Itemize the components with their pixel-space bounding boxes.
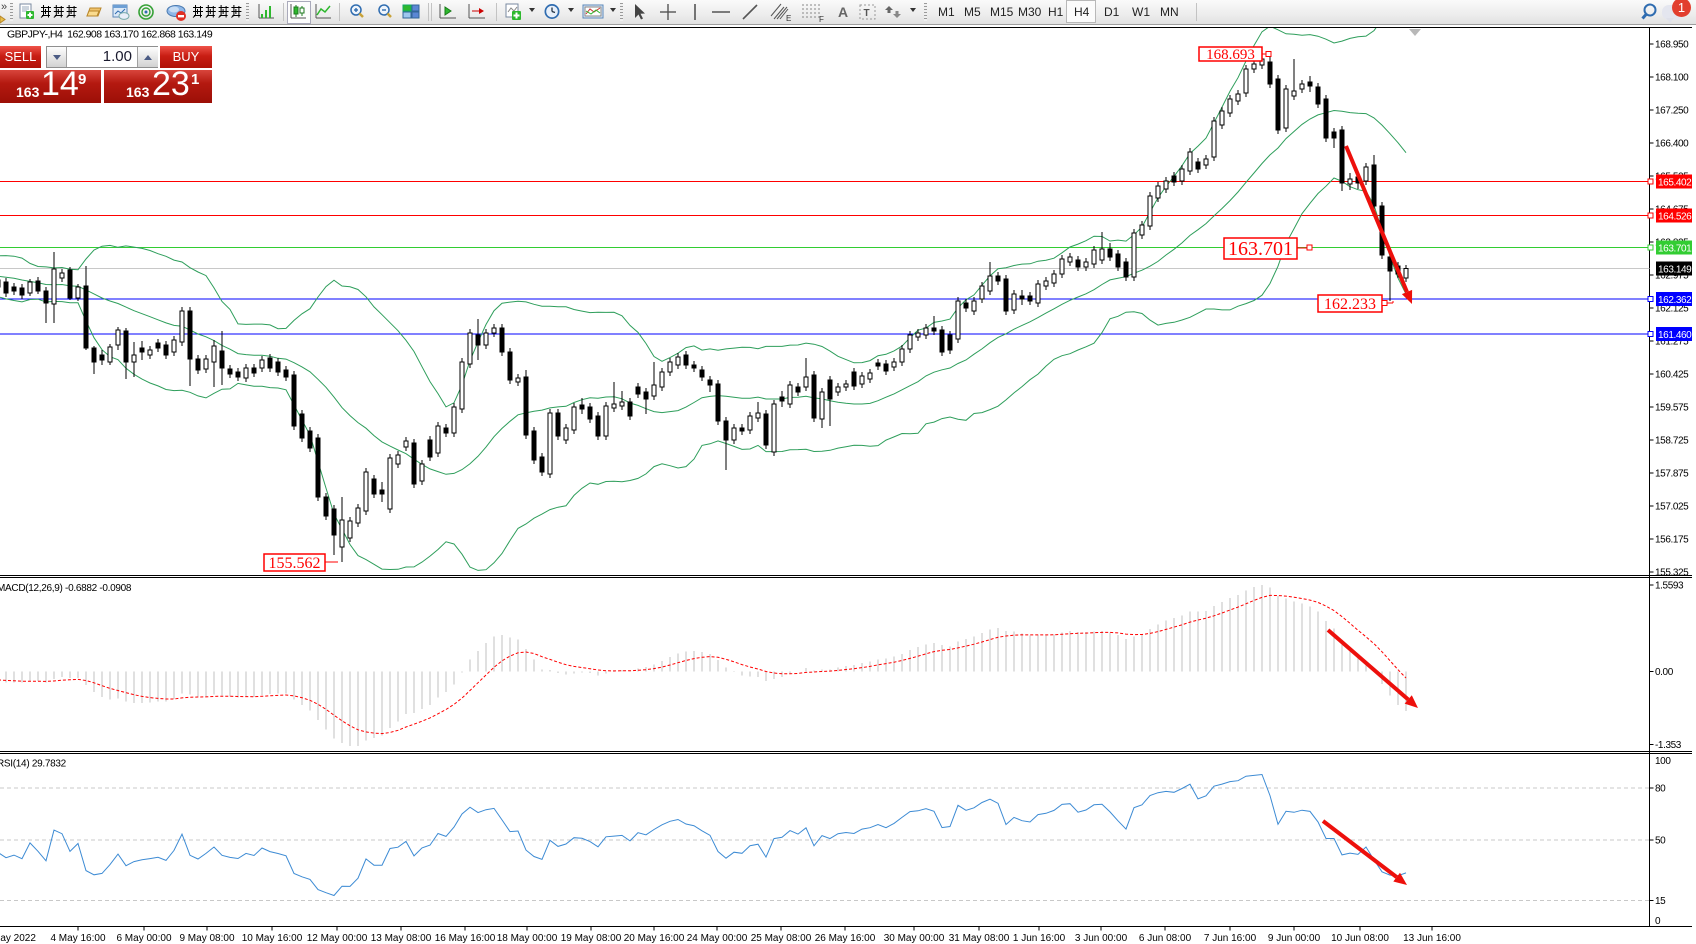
svg-text:168.693: 168.693 <box>1206 47 1255 63</box>
svg-text:16 May 16:00: 16 May 16:00 <box>435 933 496 944</box>
svg-text:19 May 08:00: 19 May 08:00 <box>561 933 622 944</box>
svg-text:160.425: 160.425 <box>1655 370 1689 381</box>
svg-text:155.562: 155.562 <box>269 555 321 572</box>
svg-text:18 May 00:00: 18 May 00:00 <box>497 933 558 944</box>
svg-text:161.460: 161.460 <box>1658 330 1692 341</box>
svg-text:162.975: 162.975 <box>1655 270 1689 281</box>
svg-text:10 Jun 08:00: 10 Jun 08:00 <box>1331 933 1389 944</box>
svg-text:163.701: 163.701 <box>1228 238 1293 260</box>
svg-text:20 May 16:00: 20 May 16:00 <box>624 933 685 944</box>
svg-text:31 May 08:00: 31 May 08:00 <box>949 933 1010 944</box>
svg-text:MACD(12,26,9) -0.6882 -0.0908: MACD(12,26,9) -0.6882 -0.0908 <box>0 583 132 594</box>
svg-text:156.175: 156.175 <box>1655 535 1689 546</box>
svg-text:4 May 16:00: 4 May 16:00 <box>50 933 105 944</box>
svg-text:50: 50 <box>1655 836 1666 847</box>
svg-text:80: 80 <box>1655 784 1666 795</box>
svg-text:1 Jun 16:00: 1 Jun 16:00 <box>1013 933 1066 944</box>
svg-text:RSI(14) 29.7832: RSI(14) 29.7832 <box>0 759 67 770</box>
svg-text:165.402: 165.402 <box>1658 177 1692 188</box>
svg-text:168.100: 168.100 <box>1655 72 1689 83</box>
svg-text:162.233: 162.233 <box>1324 296 1376 313</box>
svg-text:7 Jun 16:00: 7 Jun 16:00 <box>1204 933 1257 944</box>
svg-text:GBPJPY-,H4 162.908 163.170 16: GBPJPY-,H4 162.908 163.170 162.868 163.1… <box>7 29 213 41</box>
svg-text:6 Jun 08:00: 6 Jun 08:00 <box>1139 933 1192 944</box>
svg-text:25 May 08:00: 25 May 08:00 <box>751 933 812 944</box>
svg-text:158.725: 158.725 <box>1655 436 1689 447</box>
svg-text:155.325: 155.325 <box>1655 568 1689 579</box>
svg-text:161.275: 161.275 <box>1655 337 1689 348</box>
svg-text:167.250: 167.250 <box>1655 105 1689 116</box>
svg-text:10 May 16:00: 10 May 16:00 <box>242 933 303 944</box>
svg-text:163.149: 163.149 <box>1658 265 1692 276</box>
svg-text:-1.353: -1.353 <box>1655 740 1682 751</box>
svg-text:30 May 00:00: 30 May 00:00 <box>884 933 945 944</box>
svg-text:12 May 00:00: 12 May 00:00 <box>307 933 368 944</box>
svg-text:E: E <box>786 14 791 23</box>
svg-text:13 Jun 16:00: 13 Jun 16:00 <box>1403 933 1461 944</box>
svg-text:162.362: 162.362 <box>1658 295 1692 306</box>
svg-text:162.125: 162.125 <box>1655 304 1689 315</box>
svg-text:24 May 00:00: 24 May 00:00 <box>687 933 748 944</box>
svg-text:3 Jun 00:00: 3 Jun 00:00 <box>1075 933 1128 944</box>
svg-text:6 May 00:00: 6 May 00:00 <box>116 933 171 944</box>
svg-text:157.875: 157.875 <box>1655 469 1689 480</box>
svg-text:26 May 16:00: 26 May 16:00 <box>815 933 876 944</box>
svg-text:159.575: 159.575 <box>1655 403 1689 414</box>
svg-text:166.400: 166.400 <box>1655 138 1689 149</box>
svg-text:168.950: 168.950 <box>1655 39 1689 50</box>
svg-text:1.5593: 1.5593 <box>1655 581 1684 592</box>
svg-text:157.025: 157.025 <box>1655 502 1689 513</box>
svg-text:9 Jun 00:00: 9 Jun 00:00 <box>1268 933 1321 944</box>
svg-text:15: 15 <box>1655 896 1666 907</box>
svg-text:T: T <box>864 8 870 19</box>
svg-text:13 May 08:00: 13 May 08:00 <box>371 933 432 944</box>
svg-text:0: 0 <box>1655 916 1661 927</box>
svg-text:100: 100 <box>1655 756 1671 767</box>
svg-text:F: F <box>819 15 824 24</box>
svg-text:May 2022: May 2022 <box>0 933 36 944</box>
svg-text:163.701: 163.701 <box>1658 243 1692 254</box>
svg-text:164.526: 164.526 <box>1658 211 1692 222</box>
svg-text:0.00: 0.00 <box>1655 667 1674 678</box>
svg-text:9 May 08:00: 9 May 08:00 <box>179 933 234 944</box>
